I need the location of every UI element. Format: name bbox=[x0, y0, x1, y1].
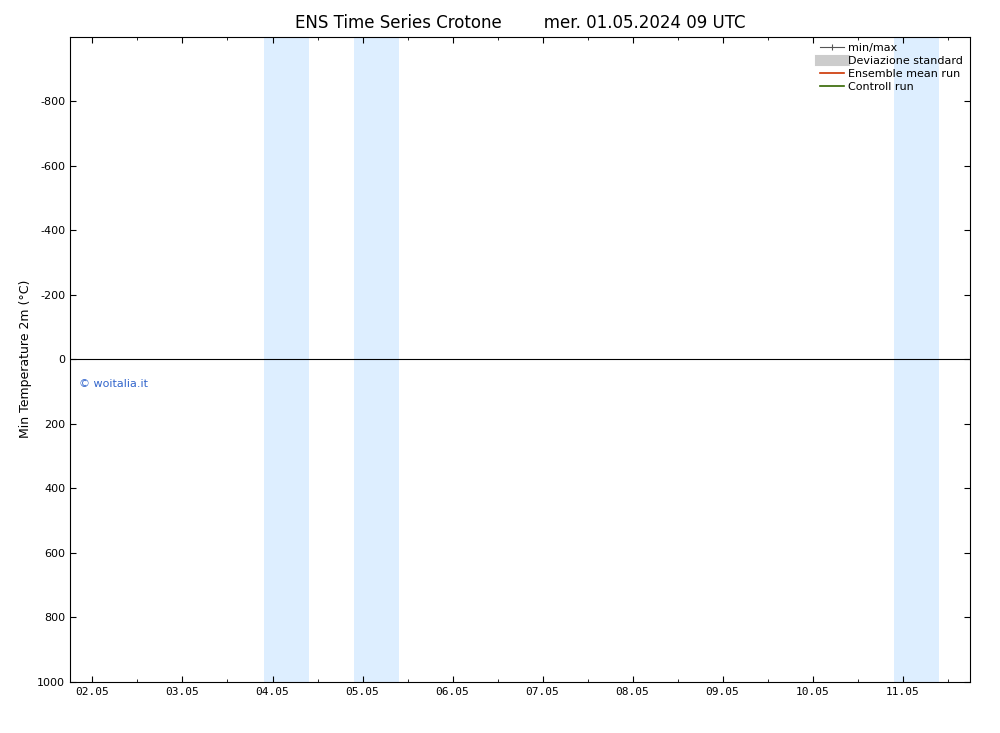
Bar bbox=[894, 37, 938, 682]
Bar bbox=[354, 37, 398, 682]
Text: © woitalia.it: © woitalia.it bbox=[79, 378, 148, 388]
Bar bbox=[264, 37, 309, 682]
Legend: min/max, Deviazione standard, Ensemble mean run, Controll run: min/max, Deviazione standard, Ensemble m… bbox=[816, 40, 967, 95]
Title: ENS Time Series Crotone        mer. 01.05.2024 09 UTC: ENS Time Series Crotone mer. 01.05.2024 … bbox=[295, 15, 745, 32]
Y-axis label: Min Temperature 2m (°C): Min Temperature 2m (°C) bbox=[19, 280, 32, 438]
